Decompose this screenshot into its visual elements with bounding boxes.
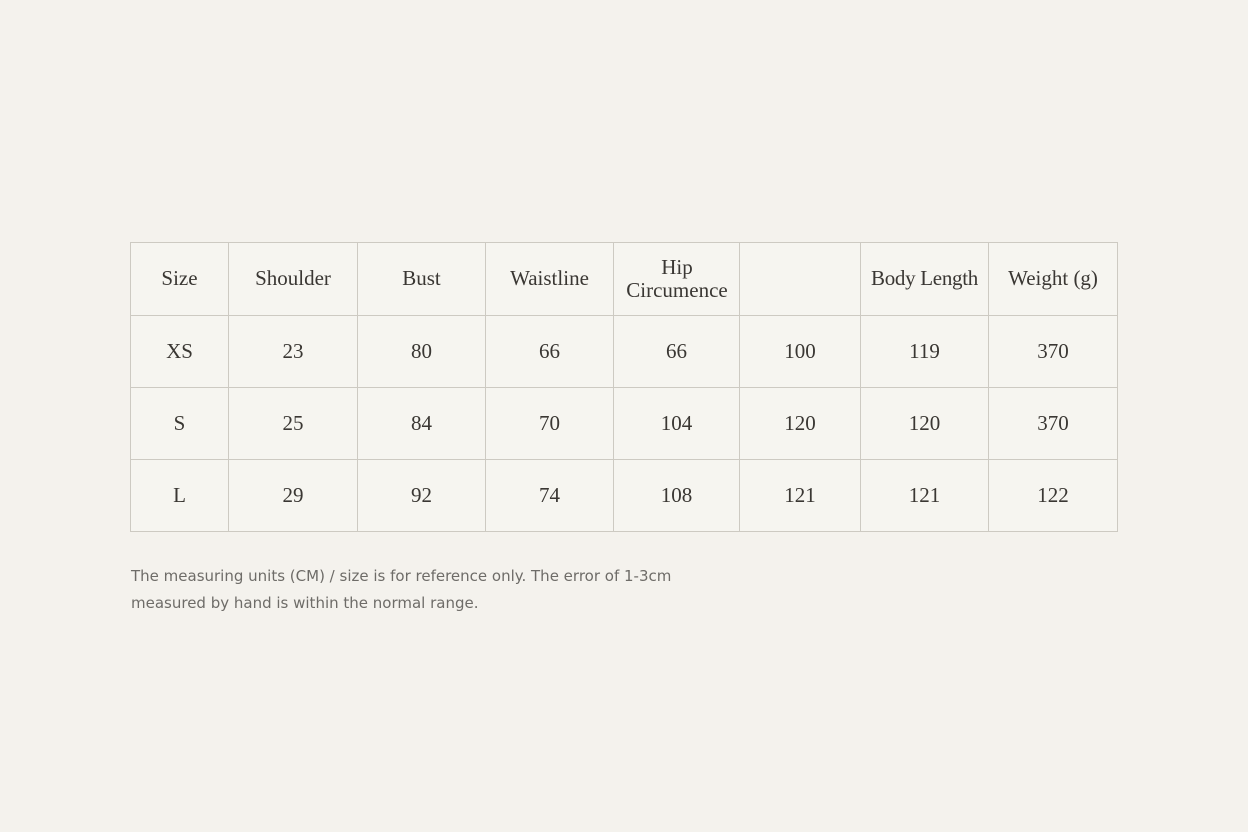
cell-waistline: 74: [485, 459, 614, 532]
cell-bust: 92: [357, 459, 486, 532]
size-chart-table: Size Shoulder Bust Waistline Hip Circume…: [130, 242, 1118, 532]
cell-shoulder: 29: [228, 459, 358, 532]
cell-waistline: 66: [485, 315, 614, 388]
cell-bust: 80: [357, 315, 486, 388]
cell-body-length: 119: [860, 315, 989, 388]
cell-weight: 370: [988, 387, 1118, 460]
cell-blank: 120: [739, 387, 861, 460]
cell-shoulder: 23: [228, 315, 358, 388]
column-header-weight: Weight (g): [988, 242, 1118, 316]
table-row: L 29 92 74 108 121 121 122: [130, 459, 1118, 532]
cell-body-length: 121: [860, 459, 989, 532]
table-header-row: Size Shoulder Bust Waistline Hip Circume…: [130, 242, 1118, 316]
size-chart-note: The measuring units (CM) / size is for r…: [131, 563, 791, 617]
column-header-bust: Bust: [357, 242, 486, 316]
cell-blank: 121: [739, 459, 861, 532]
table-row: XS 23 80 66 66 100 119 370: [130, 315, 1118, 388]
cell-size: XS: [130, 315, 229, 388]
cell-blank: 100: [739, 315, 861, 388]
column-header-hip-line1: Hip: [661, 254, 693, 279]
column-header-hip-line2: Circumence: [626, 278, 728, 302]
cell-hip: 108: [613, 459, 740, 532]
column-header-hip-circumence: Hip Circumence: [613, 242, 740, 316]
cell-hip: 66: [613, 315, 740, 388]
cell-waistline: 70: [485, 387, 614, 460]
table-row: S 25 84 70 104 120 120 370: [130, 387, 1118, 460]
column-header-waistline: Waistline: [485, 242, 614, 316]
cell-weight: 370: [988, 315, 1118, 388]
note-line-2: measured by hand is within the normal ra…: [131, 594, 479, 612]
note-line-1: The measuring units (CM) / size is for r…: [131, 567, 672, 585]
column-header-shoulder: Shoulder: [228, 242, 358, 316]
column-header-body-length: Body Length: [860, 242, 989, 316]
cell-hip: 104: [613, 387, 740, 460]
column-header-size: Size: [130, 242, 229, 316]
cell-bust: 84: [357, 387, 486, 460]
cell-size: L: [130, 459, 229, 532]
cell-body-length: 120: [860, 387, 989, 460]
column-header-blank: [739, 242, 861, 316]
cell-shoulder: 25: [228, 387, 358, 460]
cell-weight: 122: [988, 459, 1118, 532]
size-chart-panel: Size Shoulder Bust Waistline Hip Circume…: [130, 242, 1118, 532]
cell-size: S: [130, 387, 229, 460]
